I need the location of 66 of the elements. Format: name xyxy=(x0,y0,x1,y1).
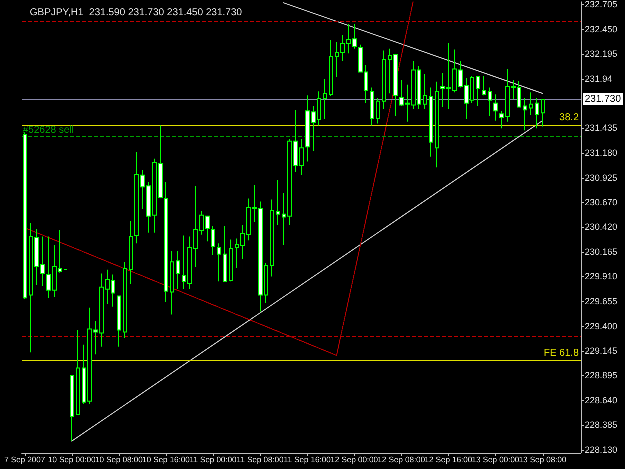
y-tick-label: 232.705 xyxy=(585,0,618,10)
x-tick-label: 11 Sep 00:00 xyxy=(190,456,238,464)
y-tick-label: 228.385 xyxy=(585,420,618,430)
x-tick-label: 10 Sep 08:00 xyxy=(95,456,144,464)
annotation: 38.2 xyxy=(560,112,580,124)
candlestick xyxy=(535,98,539,130)
candlestick xyxy=(376,98,380,124)
candlestick xyxy=(170,250,174,316)
candlestick xyxy=(164,182,168,303)
x-tick-label: 10 Sep 00:00 xyxy=(48,456,96,464)
y-tick-label: 231.435 xyxy=(585,123,618,134)
candlestick xyxy=(423,74,427,110)
y-tick-label: 228.130 xyxy=(585,445,618,456)
candlestick xyxy=(488,87,492,117)
candlestick xyxy=(329,40,333,98)
y-tick-label: 231.180 xyxy=(585,148,618,158)
candlestick xyxy=(217,243,221,282)
candlestick xyxy=(129,220,133,286)
candlestick xyxy=(476,76,480,107)
x-tick-label: 7 Sep 2007 xyxy=(4,456,46,464)
candlestick xyxy=(23,132,27,300)
candlestick xyxy=(270,199,274,278)
x-tick-label: 12 Sep 08:00 xyxy=(378,456,426,464)
x-tick-label: 13 Sep 00:00 xyxy=(472,456,520,464)
ref-line-label: #52628 sell xyxy=(23,124,74,136)
candlestick xyxy=(429,87,433,158)
y-tick-label: 232.450 xyxy=(585,24,618,34)
y-tick-label: 230.670 xyxy=(585,198,618,208)
y-tick-label: 228.895 xyxy=(585,370,618,381)
candlestick xyxy=(482,76,486,96)
candlestick xyxy=(223,226,227,282)
x-tick-label: 10 Sep 16:00 xyxy=(142,456,191,464)
annotation: FE 61.8 xyxy=(544,348,580,359)
x-tick-label: 12 Sep 00:00 xyxy=(330,456,379,464)
y-tick-label: 230.420 xyxy=(585,222,618,232)
y-tick-label: 231.94 xyxy=(585,74,613,84)
text: GBPJPY,H1 231.590 231.730 231.450 231.730 xyxy=(30,8,243,18)
y-tick-label: 232.195 xyxy=(585,49,618,60)
x-tick-label: 11 Sep 16:00 xyxy=(284,456,332,464)
candlestick xyxy=(529,92,533,116)
candlestick xyxy=(117,296,121,348)
y-tick-label: 229.400 xyxy=(585,321,618,332)
candlestick xyxy=(70,376,74,442)
y-tick-label: 230.925 xyxy=(585,172,618,183)
candlestick xyxy=(229,239,233,282)
candlestick xyxy=(276,180,280,226)
candlestick xyxy=(211,226,215,256)
candlestick xyxy=(435,81,439,168)
candlestick xyxy=(493,94,498,122)
candlestick xyxy=(76,330,80,416)
x-tick-label: 13 Sep 08:00 xyxy=(518,456,568,464)
y-tick-label: 228.640 xyxy=(585,395,618,406)
x-tick-label: 12 Sep 16:00 xyxy=(424,456,473,464)
x-tick-label: 11 Sep 08:00 xyxy=(236,456,284,464)
candlestick xyxy=(123,262,127,339)
y-tick-label: 229.655 xyxy=(585,296,618,307)
candlestick xyxy=(523,98,527,132)
candlestick xyxy=(323,78,327,120)
y-tick-label: 229.145 xyxy=(585,346,618,356)
candlestick xyxy=(382,50,386,110)
y-tick-label: 230.165 xyxy=(585,246,618,257)
y-tick-label: 229.910 xyxy=(585,272,618,282)
candlestick xyxy=(176,250,180,290)
candlestick xyxy=(541,98,545,128)
ref-line-label: 231.730 xyxy=(585,94,622,105)
candlestick xyxy=(370,87,374,126)
